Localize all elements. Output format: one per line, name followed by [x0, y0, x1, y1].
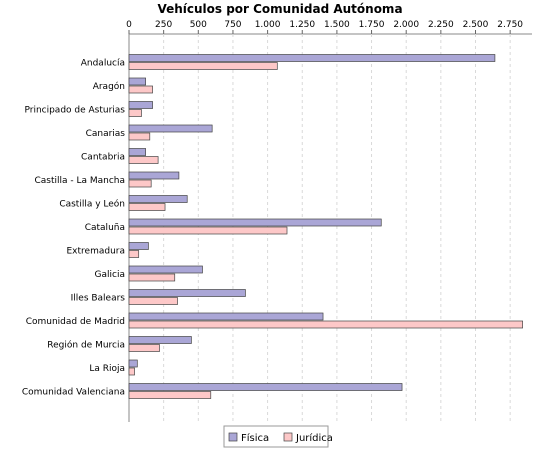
bar-juridica [128, 179, 152, 188]
bar-juridica [128, 132, 151, 141]
x-tick-label: 1.500 [324, 20, 350, 30]
bar-fisica [128, 171, 180, 180]
bar-fisica [128, 77, 146, 86]
bar-juridica [128, 226, 288, 235]
bar-juridica [128, 273, 176, 282]
x-axis-ticks: 0 250 500 750 1.000 1.250 1.500 1.750 2.000 2.250… [126, 20, 523, 34]
bar-fisica [128, 265, 203, 274]
bar-fisica [128, 336, 192, 344]
bar-fisica [128, 383, 403, 391]
x-tick-label: 0 [126, 20, 132, 30]
x-tick-label: 2.500 [463, 20, 489, 30]
x-tick-label: 2.750 [497, 20, 523, 30]
bar-fisica [128, 148, 146, 156]
bar-juridica [128, 391, 212, 399]
bar-fisica [128, 54, 496, 62]
bar-juridica [128, 250, 140, 258]
bar-fisica [128, 101, 153, 109]
bar-fisica [128, 242, 149, 250]
category-label: Comunidad de Madrid [26, 317, 125, 327]
x-tick-label: 250 [155, 20, 172, 30]
bar-fisica [128, 195, 188, 203]
bar-juridica [128, 367, 135, 376]
bar-fisica [128, 218, 382, 227]
category-label: Extremadura [67, 247, 126, 257]
category-label: Cataluña [85, 223, 125, 233]
category-label: La Rioja [89, 364, 125, 374]
x-tick-label: 2.250 [428, 20, 454, 30]
x-tick-label: 500 [190, 20, 207, 30]
category-label: Andalucía [81, 59, 125, 69]
bar-juridica [128, 156, 159, 164]
legend-label: Física [241, 432, 269, 444]
category-label: Aragón [93, 81, 125, 92]
bar-juridica [128, 62, 278, 70]
category-label: Comunidad Valenciana [22, 388, 125, 398]
x-tick-label: 2.000 [393, 20, 419, 30]
category-label: Canarias [86, 129, 126, 139]
bar-juridica [128, 85, 153, 94]
category-labels: Andalucía Aragón Principado de Asturias Can… [22, 59, 125, 398]
bar-fisica [128, 312, 324, 321]
legend-swatch [228, 432, 238, 442]
bars [128, 54, 523, 399]
category-label: Castilla y León [59, 199, 125, 210]
legend-label: Jurídica [295, 432, 333, 444]
x-tick-label: 1.000 [255, 20, 281, 30]
category-label: Cantabria [81, 153, 125, 163]
chart-title: Vehículos por Comunidad Autónoma [157, 2, 402, 16]
x-tick-label: 1.250 [289, 20, 315, 30]
category-label: Castilla - La Mancha [34, 176, 125, 186]
bar-juridica [128, 297, 178, 305]
category-label: Illes Balears [71, 294, 126, 304]
category-label: Región de Murcia [47, 340, 125, 351]
bar-fisica [128, 289, 246, 297]
x-tick-label: 750 [224, 20, 241, 30]
bar-fisica [128, 124, 213, 133]
legend-swatch [283, 432, 293, 442]
x-tick-label: 1.750 [359, 20, 385, 30]
category-label: Galicia [95, 270, 125, 280]
bar-juridica [128, 203, 166, 211]
bar-juridica [128, 344, 160, 352]
category-label: Principado de Asturias [24, 106, 125, 116]
legend: Física Jurídica [223, 425, 333, 448]
bar-juridica [128, 320, 523, 329]
bar-fisica [128, 359, 138, 368]
bar-juridica [128, 109, 142, 117]
